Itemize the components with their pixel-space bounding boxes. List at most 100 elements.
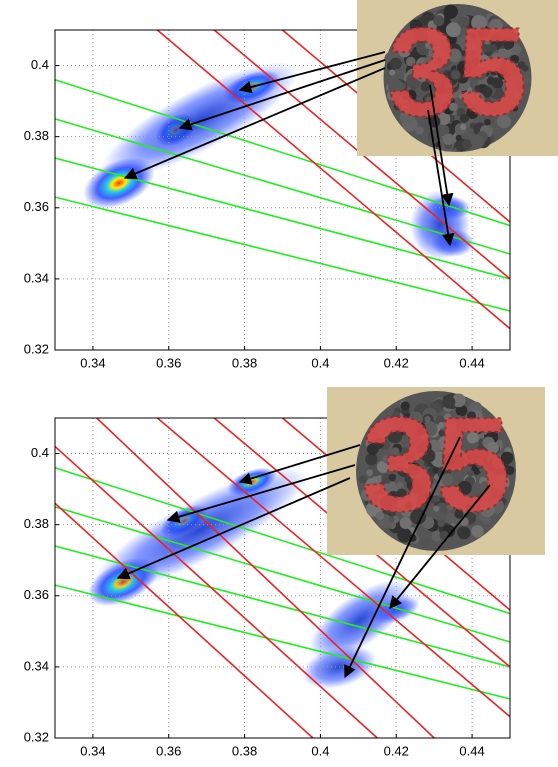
y-tick-label: 0.38 bbox=[24, 516, 49, 531]
x-tick-label: 0.42 bbox=[384, 743, 409, 758]
plate-dot bbox=[521, 64, 529, 72]
plate-dot bbox=[496, 114, 511, 129]
inset-image: 35 bbox=[327, 387, 545, 555]
inset-label: 35 bbox=[388, 3, 527, 142]
plate-dot bbox=[457, 480, 472, 496]
plate-dot bbox=[467, 411, 477, 421]
plate-dot bbox=[460, 50, 467, 57]
plate-dot bbox=[491, 77, 504, 89]
plate-dot bbox=[421, 538, 430, 547]
plate-dot bbox=[376, 460, 389, 473]
plate-dot bbox=[382, 454, 392, 464]
plate-dot bbox=[391, 447, 400, 456]
plate-dot bbox=[415, 68, 429, 82]
plate-dot bbox=[469, 92, 485, 108]
arrow bbox=[238, 444, 361, 485]
plate-dot bbox=[389, 57, 402, 70]
plate-dot bbox=[455, 134, 462, 142]
plate-dot bbox=[443, 418, 457, 433]
y-tick-label: 0.36 bbox=[24, 199, 49, 214]
plate-dot bbox=[470, 134, 485, 149]
plate-dot bbox=[415, 126, 424, 135]
plate-dot bbox=[443, 4, 458, 19]
plate-dot bbox=[521, 75, 530, 84]
plate-dot bbox=[445, 22, 461, 38]
x-tick-label: 0.44 bbox=[459, 355, 484, 370]
plate-dot bbox=[404, 501, 413, 509]
plate-dot bbox=[358, 475, 368, 484]
y-tick-label: 0.32 bbox=[24, 341, 49, 356]
plate-dot bbox=[474, 458, 486, 469]
x-tick-label: 0.34 bbox=[80, 355, 105, 370]
line bbox=[55, 196, 510, 312]
x-tick-label: 0.42 bbox=[384, 355, 409, 370]
x-tick-label: 0.38 bbox=[232, 355, 257, 370]
line bbox=[55, 118, 510, 255]
x-tick-label: 0.36 bbox=[156, 355, 181, 370]
plate-dot bbox=[503, 106, 512, 115]
plate-dot bbox=[471, 14, 487, 31]
y-tick-label: 0.38 bbox=[24, 128, 49, 143]
plate-dot bbox=[388, 473, 397, 482]
plate-dot bbox=[471, 65, 487, 81]
plate-dot bbox=[466, 431, 479, 444]
lines bbox=[55, 418, 510, 738]
plate-dot bbox=[387, 78, 404, 95]
plate-dot bbox=[432, 46, 444, 57]
plate-dot bbox=[456, 60, 473, 76]
plate-dot bbox=[421, 421, 438, 437]
arrow bbox=[116, 477, 351, 580]
plate-dot bbox=[454, 509, 464, 519]
plate-dot bbox=[402, 99, 409, 107]
plate-dot bbox=[446, 502, 455, 511]
arrow bbox=[389, 484, 491, 609]
plate-dot bbox=[365, 453, 378, 466]
plate-dot bbox=[396, 481, 404, 489]
plate-dot bbox=[406, 56, 416, 67]
plate-dot bbox=[389, 91, 397, 99]
line bbox=[96, 418, 435, 738]
plate-dot bbox=[389, 69, 396, 76]
plate-dot bbox=[486, 441, 499, 455]
plate-dot bbox=[408, 99, 424, 114]
plate-dot bbox=[476, 54, 490, 69]
plate-dot bbox=[460, 123, 467, 130]
plate-dot bbox=[458, 16, 470, 28]
plate-dot bbox=[393, 102, 402, 111]
plate-dot bbox=[443, 413, 452, 421]
plate-dot bbox=[480, 502, 495, 518]
plate-dot bbox=[433, 495, 441, 503]
plate-dot bbox=[437, 519, 445, 527]
plate-dot bbox=[402, 460, 411, 469]
plate-dot bbox=[375, 421, 392, 438]
plate-dot bbox=[404, 475, 412, 483]
density-cloud bbox=[410, 190, 470, 260]
arrow bbox=[238, 51, 386, 94]
arrow bbox=[429, 84, 454, 207]
plate-dot bbox=[448, 102, 458, 112]
plate-dot bbox=[459, 113, 469, 123]
arrow bbox=[166, 464, 356, 523]
density-cloud bbox=[93, 467, 307, 593]
plate-dot bbox=[469, 421, 477, 428]
plate-dot bbox=[500, 451, 514, 465]
plate-dot bbox=[504, 60, 518, 74]
arrow bbox=[178, 59, 386, 131]
y-tick-label: 0.4 bbox=[31, 445, 49, 460]
plate-dot bbox=[425, 96, 432, 103]
plate-dot bbox=[437, 112, 451, 126]
y-tick-label: 0.34 bbox=[24, 270, 49, 285]
y-tick-label: 0.36 bbox=[24, 587, 49, 602]
plate-dot bbox=[471, 525, 484, 538]
plate-dot bbox=[421, 448, 436, 463]
plate-dot bbox=[423, 56, 439, 72]
arrow bbox=[344, 436, 461, 679]
line bbox=[55, 467, 510, 615]
plate-dot bbox=[455, 404, 468, 417]
plate-dot bbox=[511, 104, 519, 112]
y-tick-label: 0.4 bbox=[31, 57, 49, 72]
plate-dot bbox=[512, 90, 521, 98]
plate-dot bbox=[408, 462, 421, 476]
plate-dot bbox=[455, 417, 470, 432]
